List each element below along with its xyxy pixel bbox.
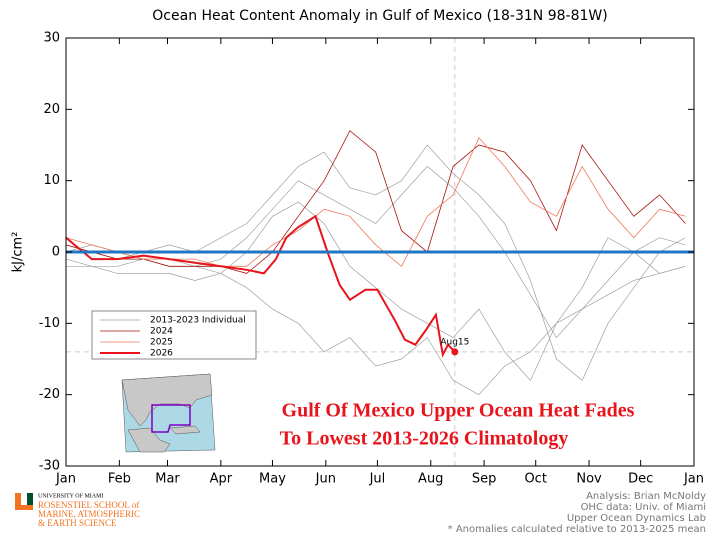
credit: Analysis: Brian McNoldy <box>586 491 706 502</box>
legend-label: 2025 <box>150 338 173 348</box>
logo-text: ROSENSTIEL SCHOOL of <box>38 500 139 510</box>
y-tick-label: -10 <box>39 316 60 331</box>
x-tick-label: Jul <box>369 472 386 487</box>
legend-label: 2013-2023 Individual <box>150 316 246 326</box>
logo: UNIVERSITY OF MIAMI ROSENSTIEL SCHOOL of… <box>15 493 140 528</box>
x-tick-label: Feb <box>108 472 131 487</box>
credit: OHC data: Univ. of Miami <box>581 502 706 513</box>
x-tick-label: Dec <box>628 472 653 487</box>
y-tick-label: -20 <box>39 387 60 402</box>
x-tick-label: Oct <box>524 472 546 487</box>
annotation-point <box>451 348 459 356</box>
logo-text: & EARTH SCIENCE <box>38 518 117 528</box>
plot-area: Aug15 <box>65 38 694 466</box>
series-line <box>66 265 686 396</box>
x-tick-label: Jan <box>683 472 704 487</box>
headline: Gulf Of Mexico Upper Ocean Heat Fades <box>282 400 635 422</box>
x-tick-label: Nov <box>576 472 602 487</box>
series-line <box>65 130 686 274</box>
x-tick-label: Mar <box>155 472 180 487</box>
x-tick-label: Jan <box>55 472 76 487</box>
y-axis-label: kJ/cm² <box>11 232 26 273</box>
legend-label: 2026 <box>150 349 173 359</box>
x-tick-label: Aug <box>418 472 443 487</box>
y-tick-label: 10 <box>43 173 60 188</box>
logo-text: MARINE, ATMOSPHERIC <box>38 509 140 519</box>
credit: Upper Ocean Dynamics Lab <box>567 513 706 524</box>
legend-label: 2024 <box>150 327 173 337</box>
x-tick-label: Sep <box>472 472 497 487</box>
chart-title: Ocean Heat Content Anomaly in Gulf of Me… <box>152 8 607 24</box>
inset-map <box>121 373 216 453</box>
series-line <box>65 214 456 358</box>
y-tick-label: 20 <box>43 102 60 117</box>
x-tick-label: May <box>259 472 286 487</box>
series-line <box>65 144 686 381</box>
credit: * Anomalies calculated relative to 2013-… <box>448 524 706 535</box>
logo-text: UNIVERSITY OF MIAMI <box>38 493 103 499</box>
headline: To Lowest 2013-2026 Climatology <box>280 428 569 450</box>
annotation-label: Aug15 <box>440 337 469 347</box>
x-tick-label: Apr <box>210 472 233 487</box>
y-tick-label: 0 <box>52 245 60 260</box>
y-tick-label: -30 <box>39 459 60 474</box>
legend-box <box>91 310 257 360</box>
x-tick-label: Jun <box>315 472 336 487</box>
y-tick-label: 30 <box>43 31 60 46</box>
